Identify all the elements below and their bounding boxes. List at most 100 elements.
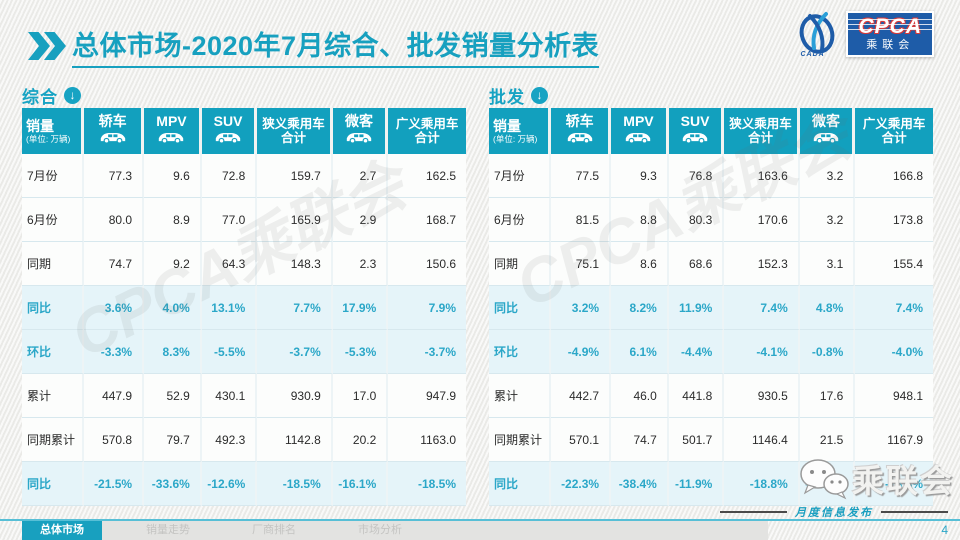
table-row: 同期累计 570.1 74.7 501.7 1146.4 21.5 1167.9 [489, 418, 933, 462]
cell-value: -5.3% [332, 330, 389, 374]
cell-value: 162.5 [388, 154, 466, 198]
cell-value: 947.9 [388, 374, 466, 418]
table-row: 7月份 77.5 9.3 76.8 163.6 3.2 166.8 [489, 154, 933, 198]
cell-value: 7.7% [257, 286, 333, 330]
minivan-icon [800, 131, 853, 149]
nav-tab-市场分析[interactable]: 市场分析 [358, 524, 402, 536]
footer-caption: 月度信息发布 [714, 504, 954, 520]
table-row: 环比 -3.3% 8.3% -5.5% -3.7% -5.3% -3.7% [22, 330, 466, 374]
cell-value: 159.7 [257, 154, 333, 198]
page-title: 总体市场-2020年7月综合、批发销量分析表 [72, 24, 600, 68]
header: 总体市场-2020年7月综合、批发销量分析表 [28, 24, 600, 68]
nav-tab-厂商排名[interactable]: 厂商排名 [252, 524, 296, 536]
cpca-label: CPCA [858, 14, 922, 38]
table-row: 同期 74.7 9.2 64.3 148.3 2.3 150.6 [22, 242, 466, 286]
row-label: 环比 [489, 330, 552, 374]
table-row: 同比 3.2% 8.2% 11.9% 7.4% 4.8% 7.4% [489, 286, 933, 330]
cell-value: 4.8% [799, 286, 856, 330]
cell-value: 80.0 [84, 198, 145, 242]
column-header: 广义乘用车 合计 [855, 108, 933, 154]
footer-caption-text: 月度信息发布 [795, 507, 873, 519]
cell-value: 64.3 [201, 242, 258, 286]
cell-value: 3.2% [551, 286, 612, 330]
sales-unit-header: 销量 (单位: 万辆) [489, 108, 552, 154]
cell-value: -5.5% [201, 330, 258, 374]
cell-value: 9.3 [611, 154, 669, 198]
cell-value: 8.2% [611, 286, 669, 330]
column-header: 微客 [799, 108, 856, 154]
sedan-icon [84, 131, 141, 149]
cell-value: 17.9% [332, 286, 389, 330]
cell-value: 80.3 [668, 198, 725, 242]
cell-value: 3.6% [84, 286, 145, 330]
cada-swoosh-icon: CADA [796, 10, 842, 58]
section-label: 综合 [22, 87, 58, 107]
cell-value: -4.4% [668, 330, 725, 374]
cell-value: 77.5 [551, 154, 612, 198]
table-row: 同期累计 570.8 79.7 492.3 1142.8 20.2 1163.0 [22, 418, 466, 462]
cell-value: 163.6 [724, 154, 800, 198]
cell-value: 79.7 [144, 418, 202, 462]
table-row: 环比 -4.9% 6.1% -4.4% -4.1% -0.8% -4.0% [489, 330, 933, 374]
sedan-icon [551, 131, 608, 149]
row-label: 同期累计 [22, 418, 85, 462]
column-header: 广义乘用车 合计 [388, 108, 466, 154]
nav-tab-销量走势[interactable]: 销量走势 [146, 524, 190, 536]
table-row: 同期 75.1 8.6 68.6 152.3 3.1 155.4 [489, 242, 933, 286]
cell-value: -16.1% [332, 462, 389, 506]
org-label: 乘联会 [866, 38, 915, 51]
wechat-block: 乘联会 月度信息发布 [714, 456, 954, 520]
cell-value: -0.8% [799, 330, 856, 374]
nav-tab-总体市场[interactable]: 总体市场 [22, 521, 102, 540]
cell-value: 81.5 [551, 198, 612, 242]
cpca-logo: CADA CPCA 乘联会 [796, 10, 934, 58]
cell-value: 442.7 [551, 374, 612, 418]
section-label: 批发 [489, 87, 525, 107]
cell-value: -33.6% [144, 462, 202, 506]
row-label: 累计 [489, 374, 552, 418]
down-arrow-icon: ↓ [64, 86, 81, 104]
cell-value: 173.8 [855, 198, 933, 242]
cell-value: 76.8 [668, 154, 725, 198]
page-number: 4 [941, 523, 948, 537]
cell-value: 152.3 [724, 242, 800, 286]
cell-value: -22.3% [551, 462, 612, 506]
cell-value: 9.6 [144, 154, 202, 198]
cell-value: 3.1 [799, 242, 856, 286]
column-header: SUV [201, 108, 258, 154]
cell-value: 4.0% [144, 286, 202, 330]
row-label: 同期 [22, 242, 85, 286]
cell-value: 165.9 [257, 198, 333, 242]
cell-value: 150.6 [388, 242, 466, 286]
cell-value: 155.4 [855, 242, 933, 286]
cell-value: 8.9 [144, 198, 202, 242]
cell-value: 75.1 [551, 242, 612, 286]
cell-value: -4.0% [855, 330, 933, 374]
row-label: 累计 [22, 374, 85, 418]
cell-value: -18.5% [257, 462, 333, 506]
cell-value: 930.5 [724, 374, 800, 418]
table-row: 累计 447.9 52.9 430.1 930.9 17.0 947.9 [22, 374, 466, 418]
cell-value: 7.9% [388, 286, 466, 330]
column-header: 微客 [332, 108, 389, 154]
table-row: 累计 442.7 46.0 441.8 930.5 17.6 948.1 [489, 374, 933, 418]
cell-value: 8.8 [611, 198, 669, 242]
minivan-icon [333, 131, 386, 149]
cell-value: 3.2 [799, 198, 856, 242]
double-chevron-icon [28, 32, 66, 60]
mpv-icon [611, 131, 666, 149]
cell-value: 7.4% [724, 286, 800, 330]
bottom-nav: 总体市场 销量走势 厂商排名 市场分析 [22, 521, 768, 540]
table-row: 同比-22.3%-38.4%-11.9%-18.8%-18.3%-18.8% [489, 462, 933, 506]
cell-value: 74.7 [611, 418, 669, 462]
cell-value: 1142.8 [257, 418, 333, 462]
column-header: 狭义乘用车 合计 [724, 108, 800, 154]
cell-value: 570.1 [551, 418, 612, 462]
cell-value: -4.9% [551, 330, 612, 374]
cell-value: 21.5 [799, 418, 856, 462]
cell-value: 441.8 [668, 374, 725, 418]
cell-value: -3.3% [84, 330, 145, 374]
cell-value: 930.9 [257, 374, 333, 418]
cell-value: 17.0 [332, 374, 389, 418]
